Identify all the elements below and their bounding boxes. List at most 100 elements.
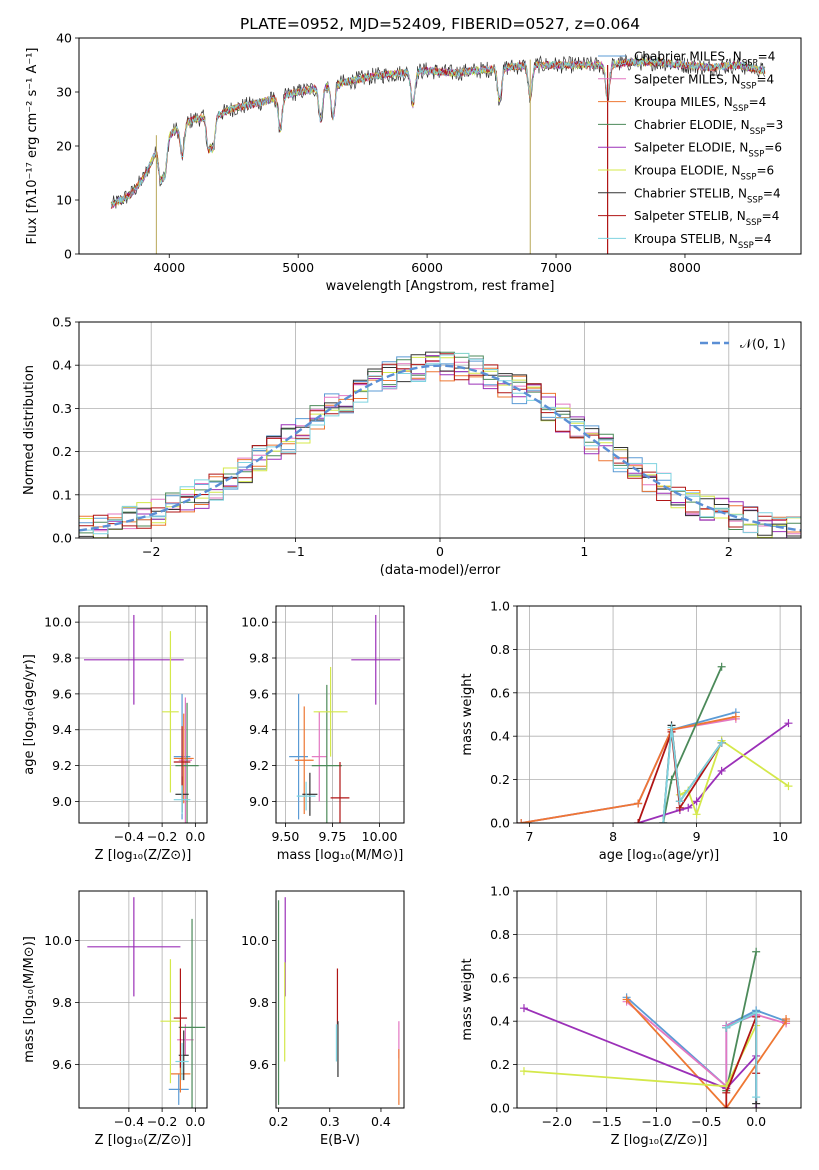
z_age-points bbox=[83, 614, 199, 823]
y-tick-label: 0.5 bbox=[52, 315, 72, 330]
data-point bbox=[87, 897, 181, 997]
x-axis-label: age [log₁₀(age/yr)] bbox=[599, 848, 720, 863]
weight-marker bbox=[717, 766, 726, 775]
x-tick-label: 8 bbox=[609, 829, 617, 844]
y-tick-label: 40 bbox=[56, 31, 72, 46]
spectrum-8 bbox=[110, 58, 765, 208]
legend-subscript: SSP bbox=[738, 241, 754, 251]
x-axis-label: E(B-V) bbox=[320, 1133, 360, 1148]
z_weight-frame bbox=[516, 890, 802, 1109]
legend-nssp: 3 bbox=[776, 118, 784, 132]
weight-line bbox=[523, 1025, 758, 1088]
y-tick-label: 0.0 bbox=[52, 531, 72, 546]
spectrum-axes: 4000 5000 6000 7000 8000 0 10 20 30 40 wavelength … bbox=[25, 31, 701, 295]
y-tick-label: 10 bbox=[56, 193, 72, 208]
x-tick-label: 9.50 bbox=[271, 829, 299, 844]
weight-marker bbox=[722, 1023, 731, 1032]
x-tick-label: 2 bbox=[725, 544, 733, 559]
weight-line bbox=[637, 722, 790, 823]
legend-equals: = bbox=[762, 209, 772, 223]
weight-marker bbox=[667, 723, 676, 732]
weight-line bbox=[725, 951, 758, 1091]
z_age-axes: −0.4 −0.2 0.0 9.0 9.2 9.4 9.6 9.8 10.0 Z [log₁₀(Z… bbox=[22, 606, 207, 863]
y-tick-label: 0.8 bbox=[490, 927, 510, 942]
legend-entry: Kroupa MILES, NSSP=4 bbox=[634, 95, 766, 114]
x-tick-label: 10.00 bbox=[362, 829, 398, 844]
data-point bbox=[311, 711, 327, 802]
legend-nssp: 6 bbox=[774, 141, 782, 155]
x-axis-label: Z [log₁₀(Z/Z⊙)] bbox=[95, 848, 192, 863]
x-tick-label: 7000 bbox=[540, 260, 572, 275]
legend-equals: = bbox=[764, 141, 774, 155]
data-point bbox=[173, 968, 188, 1068]
legend-model-name: Kroupa MILES bbox=[634, 95, 716, 109]
weight-marker bbox=[782, 1015, 791, 1024]
legend-subscript: SSP bbox=[741, 173, 757, 183]
legend-nssp: 4 bbox=[768, 50, 776, 64]
data-point bbox=[175, 702, 199, 823]
x-tick-label: 8000 bbox=[669, 260, 701, 275]
y-tick-label: 0.2 bbox=[52, 444, 72, 459]
data-point bbox=[313, 666, 348, 757]
legend-subscript: SSP bbox=[747, 195, 763, 205]
legend-equals: = bbox=[754, 232, 764, 246]
data-point bbox=[83, 614, 184, 705]
legend-entry: 𝒩(0, 1) bbox=[740, 336, 786, 351]
legend-nssp: 4 bbox=[773, 186, 781, 200]
y-tick-label: 9.6 bbox=[249, 1057, 269, 1072]
legend-subscript: SSP bbox=[748, 150, 764, 160]
data-point bbox=[173, 713, 194, 804]
spectrum-frame bbox=[78, 37, 802, 255]
x-axis-label: Z [log₁₀(Z/Z⊙)] bbox=[611, 1133, 708, 1148]
weight-marker bbox=[519, 1004, 528, 1013]
age_weight-frame bbox=[516, 605, 802, 824]
weight-marker bbox=[752, 1008, 761, 1017]
legend-nssp-prefix: , N bbox=[733, 118, 750, 132]
x-tick-label: −1 bbox=[286, 544, 304, 559]
data-point bbox=[177, 1024, 194, 1056]
y-tick-label: 10.0 bbox=[44, 615, 72, 630]
x-tick-label: −2.0 bbox=[542, 1114, 572, 1129]
weight-marker bbox=[752, 947, 761, 956]
weight-marker bbox=[684, 803, 693, 812]
ebv_mass-points bbox=[277, 897, 400, 1105]
data-point bbox=[289, 693, 308, 820]
y-tick-label: 9.0 bbox=[249, 794, 269, 809]
y-tick-label: 9.8 bbox=[52, 995, 72, 1010]
weight-line bbox=[662, 727, 723, 823]
weight-marker bbox=[722, 1104, 731, 1108]
x-tick-label: −1.5 bbox=[592, 1114, 622, 1129]
legend-model-name: Salpeter ELODIE bbox=[634, 141, 732, 155]
y-tick-label: 0.6 bbox=[490, 970, 510, 985]
legend-nssp-prefix: , N bbox=[716, 95, 733, 109]
legend-nssp: 4 bbox=[764, 232, 772, 246]
x-axis-label: (data-model)/error bbox=[380, 563, 501, 578]
y-tick-label: 0.4 bbox=[490, 1014, 510, 1029]
legend-entry: Kroupa STELIB, NSSP=4 bbox=[634, 232, 772, 251]
y-tick-label: 0.4 bbox=[52, 358, 72, 373]
weight-marker bbox=[717, 662, 726, 671]
y-tick-label: 0.0 bbox=[490, 816, 510, 831]
data-point bbox=[160, 959, 181, 1084]
legend-equals: = bbox=[756, 164, 766, 178]
data-point bbox=[294, 706, 314, 815]
x-tick-label: 0.2 bbox=[269, 1114, 289, 1129]
age_weight-series bbox=[517, 662, 793, 823]
z_mass-axes: −0.4 −0.2 0.0 9.6 9.8 10.0 Z [log₁₀(Z/Z⊙)] mass… bbox=[22, 891, 207, 1148]
y-tick-label: 10.0 bbox=[44, 933, 72, 948]
x-axis-label: wavelength [Angstrom, rest frame] bbox=[326, 279, 555, 294]
z_mass-frame bbox=[78, 890, 208, 1109]
x-tick-label: 9 bbox=[693, 829, 701, 844]
x-tick-label: −2 bbox=[142, 544, 160, 559]
legend-model-name: Salpeter STELIB bbox=[634, 209, 729, 223]
x-axis-label: Z [log₁₀(Z/Z⊙)] bbox=[95, 1133, 192, 1148]
weight-line bbox=[725, 1016, 758, 1108]
z_weight-series bbox=[519, 947, 791, 1108]
y-tick-label: 9.8 bbox=[249, 651, 269, 666]
legend-model-name: Chabrier ELODIE bbox=[634, 118, 733, 132]
z_mass-points bbox=[87, 897, 206, 1108]
legend-model-name: Kroupa STELIB bbox=[634, 232, 721, 246]
x-tick-label: 7 bbox=[526, 829, 534, 844]
histogram-8 bbox=[79, 352, 801, 535]
